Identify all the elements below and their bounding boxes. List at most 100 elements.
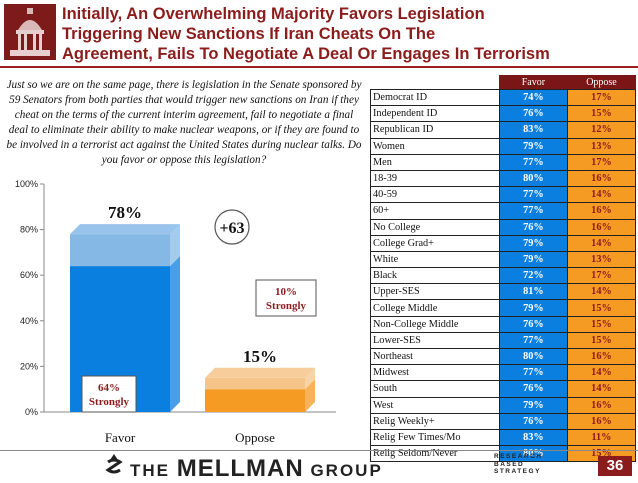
strongly-oppose-text: Strongly (266, 300, 307, 312)
row-label: South (370, 380, 500, 398)
row-favor-value: 79% (498, 250, 568, 269)
row-label: Northeast (370, 347, 500, 366)
page-number: 36 (598, 456, 632, 476)
table-header-favor: Favor (499, 75, 568, 90)
survey-question: Just so we are on the same page, there i… (6, 79, 362, 166)
row-favor-value: 76% (498, 412, 568, 430)
row-label: 18-39 (370, 169, 500, 188)
table-row: Women 79% 13% (370, 137, 637, 155)
bar-strong-favor-side (170, 256, 180, 412)
row-oppose-value: 15% (566, 315, 637, 333)
row-label: Men (370, 153, 500, 171)
row-oppose-value: 14% (566, 234, 637, 252)
row-oppose-value: 16% (566, 169, 637, 188)
margin-annotation-circle (214, 209, 250, 245)
row-favor-value: 77% (498, 153, 568, 171)
y-tick-label: 20% (20, 361, 38, 371)
row-oppose-value: 15% (566, 331, 637, 350)
row-label: Women (370, 137, 500, 155)
row-favor-value: 77% (498, 364, 568, 382)
row-oppose-value: 14% (566, 364, 637, 382)
row-oppose-value: 16% (566, 396, 637, 414)
row-favor-value: 77% (498, 186, 568, 204)
row-oppose-value: 17% (566, 267, 637, 285)
row-oppose-value: 13% (566, 250, 637, 269)
row-oppose-value: 14% (566, 380, 637, 398)
category-label-favor: Favor (105, 430, 136, 445)
table-header-row: Favor Oppose (370, 75, 636, 90)
title-line-3: Agreement, Fails To Negotiate A Deal Or … (62, 45, 550, 63)
row-favor-value: 79% (498, 396, 568, 414)
row-label: No College (370, 218, 500, 236)
bar-top-favor (70, 224, 180, 235)
subgroup-table: Favor Oppose Democrat ID 74% 17% Independen… (370, 75, 637, 463)
row-favor-value: 76% (498, 218, 568, 236)
row-label: Relig Seldom/Never (370, 445, 500, 463)
y-tick-label: 60% (20, 270, 38, 280)
row-oppose-value: 17% (566, 153, 637, 171)
tagline-line-2: BASED (494, 460, 525, 468)
strongly-favor-text: Strongly (89, 396, 130, 408)
table-row: Non-College Middle 76% 15% (370, 315, 637, 333)
row-oppose-value: 14% (566, 186, 637, 204)
table-row: Upper-SES 81% 14% (370, 283, 637, 301)
row-favor-value: 79% (498, 137, 568, 155)
header-divider (0, 66, 638, 68)
row-favor-value: 80% (498, 169, 568, 188)
logo-tagline: RESEARCH BASED STRATEGY (494, 453, 542, 476)
margin-annotation: +63 (219, 220, 244, 237)
table-row: No College 76% 16% (370, 218, 637, 236)
table-row: White 79% 13% (370, 250, 637, 269)
table-header-label (370, 75, 500, 90)
row-label: Independent ID (370, 105, 500, 123)
bar-remainder-favor-front (70, 234, 170, 267)
table-row: 18-39 80% 16% (370, 169, 637, 188)
data-label-oppose: 15% (243, 347, 277, 366)
table-row: Relig Few Times/Mo 83% 11% (370, 428, 637, 447)
row-favor-value: 79% (498, 299, 568, 317)
row-oppose-value: 13% (566, 137, 637, 155)
mellman-logo-text: THE MELLMAN GROUP (130, 455, 383, 483)
bar-remainder-oppose-side (305, 367, 315, 390)
table-row: Men 77% 17% (370, 153, 637, 171)
strongly-oppose-box (255, 279, 317, 317)
row-oppose-value: 16% (566, 218, 637, 236)
row-favor-value: 83% (498, 428, 568, 447)
labels: 78% Favor 15% Oppose 64% Strongly 10% Strongly +… (81, 203, 317, 445)
strongly-oppose-text: 10% (275, 286, 297, 298)
y-tick-label: 40% (20, 316, 38, 326)
row-favor-value: 72% (498, 267, 568, 285)
row-oppose-value: 16% (566, 347, 637, 366)
row-oppose-value: 16% (566, 202, 637, 220)
row-label: Relig Weekly+ (370, 412, 500, 430)
y-tick-label: 0% (25, 407, 38, 417)
table-row: Relig Weekly+ 76% 16% (370, 412, 637, 430)
footer-divider (0, 450, 638, 451)
row-oppose-value: 17% (566, 88, 637, 107)
row-favor-value: 76% (498, 315, 568, 333)
row-favor-value: 74% (498, 88, 568, 107)
bar-top-oppose (205, 367, 315, 378)
y-tick-label: 80% (20, 225, 38, 235)
table-row: Northeast 80% 16% (370, 347, 637, 366)
row-label: West (370, 396, 500, 414)
row-favor-value: 80% (498, 347, 568, 366)
strongly-favor-text: 64% (98, 382, 120, 394)
table-row: Independent ID 76% 15% (370, 105, 637, 123)
bar-remainder-oppose-front (205, 377, 305, 390)
row-favor-value: 76% (498, 105, 568, 123)
row-oppose-value: 16% (566, 412, 637, 430)
row-oppose-value: 15% (566, 105, 637, 123)
row-favor-value: 77% (498, 202, 568, 220)
tagline-line-3: STRATEGY (494, 468, 541, 475)
row-favor-value: 80% (498, 445, 568, 463)
mellman-logo-icon (105, 454, 123, 474)
table-row: 40-59 77% 14% (370, 186, 637, 204)
table-row: Democrat ID 74% 17% (370, 88, 637, 107)
table-row: South 76% 14% (370, 380, 637, 398)
table-row: Black 72% 17% (370, 267, 637, 285)
y-tick-label: 100% (15, 179, 38, 189)
capitol-dome-icon (4, 4, 56, 60)
strongly-favor-box (81, 375, 137, 413)
logo-the: THE (130, 461, 170, 480)
